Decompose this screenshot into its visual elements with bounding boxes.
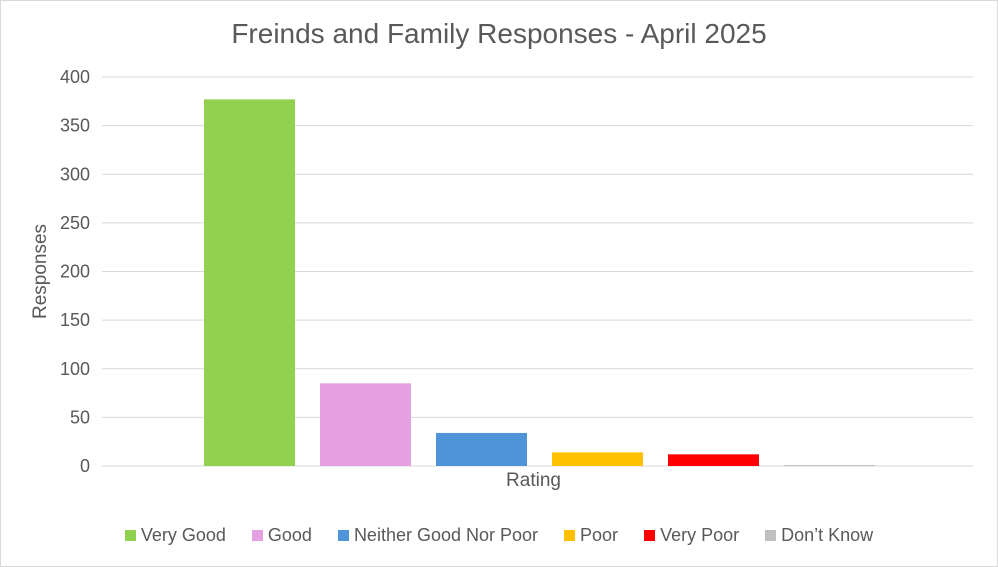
y-tick-label: 400 [60, 67, 90, 87]
y-tick-label: 100 [60, 359, 90, 379]
legend-item: Very Poor [644, 525, 739, 546]
y-tick-label: 250 [60, 213, 90, 233]
legend-swatch [124, 530, 136, 541]
legend-item: Very Good [124, 525, 226, 546]
bar [204, 99, 295, 467]
y-tick-label: 50 [70, 407, 90, 427]
legend-label: Good [267, 525, 312, 545]
legend-item: Good [251, 525, 312, 546]
legend-swatch [564, 530, 576, 541]
y-tick-label: 350 [60, 116, 90, 136]
legend-swatch [251, 530, 263, 541]
legend-label: Don’t Know [781, 525, 874, 545]
legend-swatch [765, 530, 777, 541]
legend-item: Don’t Know [765, 525, 873, 546]
legend-label: Poor [580, 525, 619, 545]
bar [552, 452, 643, 466]
bar [436, 432, 527, 466]
bar [668, 454, 759, 466]
legend-swatch [337, 530, 349, 541]
bar [320, 383, 411, 466]
bars [204, 99, 875, 467]
legend-swatch [644, 530, 656, 541]
chart-title: Freinds and Family Responses - April 202… [231, 18, 767, 49]
legend-item: Poor [564, 525, 618, 546]
y-tick-label: 200 [60, 262, 90, 282]
y-axis-label: Responses [30, 224, 51, 319]
bar [784, 465, 875, 467]
legend-label: Very Good [140, 525, 226, 545]
legend: Very Good Good Neither Good Nor Poor Poor Ve… [0, 525, 998, 546]
y-tick-label: 0 [80, 456, 90, 476]
x-axis-label: Rating [506, 470, 561, 491]
legend-label: Neither Good Nor Poor [353, 525, 539, 545]
y-tick-label: 150 [60, 310, 90, 330]
legend-label: Very Poor [660, 525, 740, 545]
legend-item: Neither Good Nor Poor [337, 525, 539, 546]
y-axis-ticks: 0 50 100 150 200 250 300 350 400 [60, 67, 90, 476]
y-tick-label: 300 [60, 164, 90, 184]
